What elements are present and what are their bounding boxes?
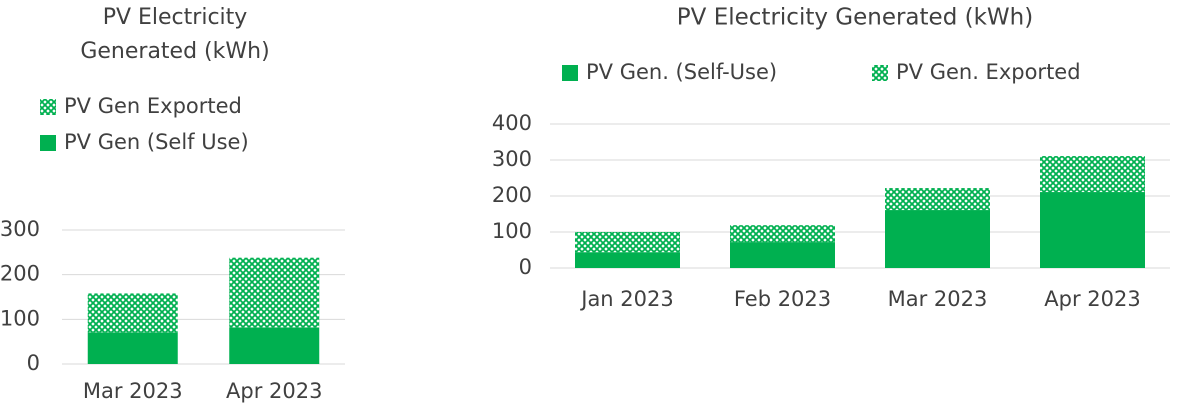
x-tick-label: Feb 2023 xyxy=(734,287,831,311)
y-tick-label: 300 xyxy=(0,217,40,241)
bar-segment xyxy=(575,252,680,268)
x-tick-label: Mar 2023 xyxy=(83,379,183,403)
x-tick-label: Apr 2023 xyxy=(1044,287,1140,311)
chart-title: PV Electricity Generated (kWh) xyxy=(677,5,1033,31)
y-tick-label: 0 xyxy=(27,351,40,375)
chart-title: Generated (kWh) xyxy=(80,39,269,64)
x-tick-label: Apr 2023 xyxy=(226,379,322,403)
bar-segment xyxy=(730,225,835,243)
legend-swatch xyxy=(40,135,56,151)
bar-segment xyxy=(87,293,178,333)
bar-segment xyxy=(885,210,990,268)
legend-label: PV Gen Exported xyxy=(64,94,242,118)
bar-segment xyxy=(229,327,320,364)
y-tick-label: 400 xyxy=(492,111,532,135)
legend-label: PV Gen. (Self-Use) xyxy=(586,60,777,84)
legend-label: PV Gen. Exported xyxy=(896,60,1081,84)
legend-swatch xyxy=(562,65,578,81)
y-tick-label: 100 xyxy=(492,219,532,243)
y-tick-label: 200 xyxy=(492,183,532,207)
legend-swatch xyxy=(872,65,888,81)
y-tick-label: 200 xyxy=(0,262,40,286)
bar-segment xyxy=(885,188,990,211)
bar-segment xyxy=(229,257,320,328)
bar-segment xyxy=(87,332,178,364)
legend-label: PV Gen (Self Use) xyxy=(64,130,249,154)
bar-segment xyxy=(1040,156,1145,193)
bar-segment xyxy=(730,242,835,268)
x-tick-label: Jan 2023 xyxy=(579,287,674,311)
y-tick-label: 100 xyxy=(0,306,40,330)
bar-segment xyxy=(575,232,680,253)
x-tick-label: Mar 2023 xyxy=(888,287,988,311)
bar-segment xyxy=(1040,192,1145,268)
chart-title: PV Electricity xyxy=(103,5,248,30)
y-tick-label: 300 xyxy=(492,147,532,171)
y-tick-label: 0 xyxy=(519,255,532,279)
legend-swatch xyxy=(40,99,56,115)
